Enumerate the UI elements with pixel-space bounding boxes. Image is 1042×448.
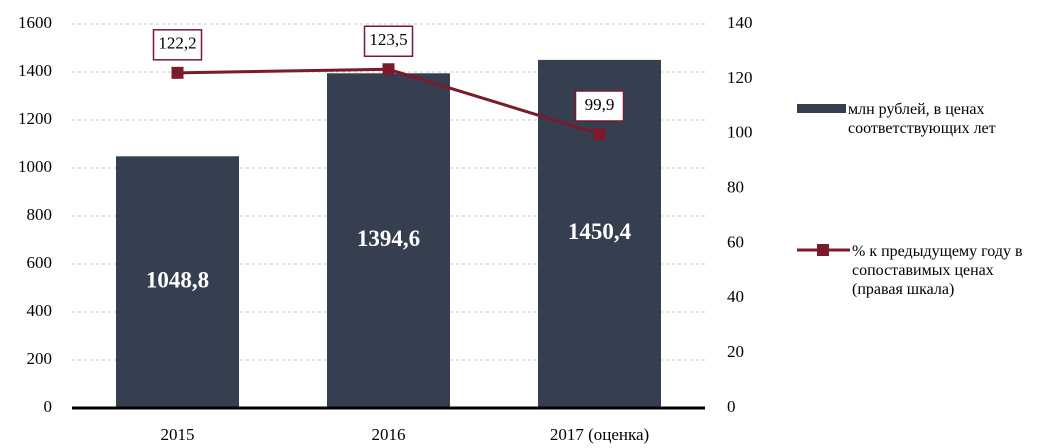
- y2-tick-label: 0: [727, 397, 736, 416]
- y2-tick-label: 40: [727, 287, 744, 306]
- y-tick-label: 1600: [18, 13, 52, 32]
- legend-swatch: [817, 244, 829, 256]
- legend-label: млн рублей, в ценах соответствующих лет: [848, 101, 996, 137]
- y-tick-label: 800: [27, 205, 53, 224]
- y2-tick-label: 60: [727, 232, 744, 251]
- value-label-box: [152, 29, 203, 61]
- y-tick-label: 1200: [18, 109, 52, 128]
- line-marker: [171, 66, 184, 79]
- x-tick-label: 2016: [372, 425, 406, 444]
- legend-label: % к предыдущему году в сопоставимых цена…: [852, 243, 1023, 298]
- bar: [327, 73, 450, 409]
- y2-tick-label: 140: [727, 13, 753, 32]
- y-tick-label: 1000: [18, 157, 52, 176]
- x-tick-label: 2015: [161, 425, 195, 444]
- y-tick-label: 200: [27, 349, 53, 368]
- y-tick-label: 600: [27, 253, 53, 272]
- bar-value-label: 1450,4: [568, 219, 632, 244]
- y-tick-label: 0: [44, 397, 53, 416]
- value-label-box: [574, 90, 625, 122]
- x-tick-label: 2017 (оценка): [550, 425, 649, 444]
- y-tick-label: 1400: [18, 61, 52, 80]
- y-tick-label: 400: [27, 301, 53, 320]
- bar-value-label: 1394,6: [357, 226, 420, 251]
- y2-tick-label: 120: [727, 68, 753, 87]
- legend-swatch: [797, 104, 846, 113]
- y2-tick-label: 20: [727, 342, 744, 361]
- bar: [116, 156, 239, 408]
- line-marker: [382, 63, 395, 76]
- y2-tick-label: 100: [727, 123, 753, 142]
- line-value-label: 122,2: [158, 34, 196, 53]
- bar-value-label: 1048,8: [146, 267, 209, 292]
- line-marker: [593, 127, 606, 140]
- value-label-box: [363, 25, 414, 58]
- line-value-label: 99,9: [585, 95, 615, 114]
- line-value-label: 123,5: [369, 30, 407, 49]
- y2-tick-label: 80: [727, 177, 744, 196]
